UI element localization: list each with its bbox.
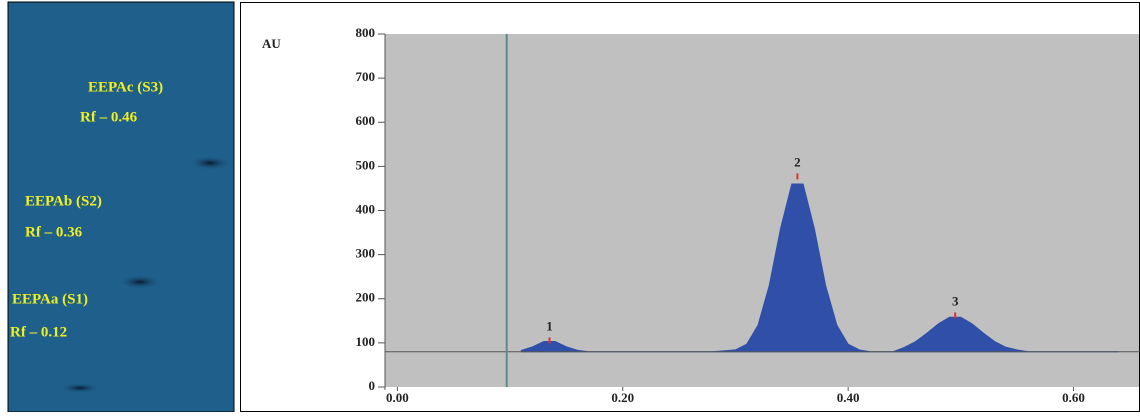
x-tick-label: 0.40 [837, 390, 860, 405]
peak-label: 2 [794, 154, 801, 169]
plate-label: EEPAb (S2) [25, 193, 102, 209]
spot [118, 275, 162, 289]
y-tick-label: 300 [356, 246, 376, 261]
plate-label: EEPAc (S3) [88, 79, 163, 95]
spot [60, 383, 100, 393]
y-tick-label: 600 [356, 113, 376, 128]
figure: EEPAc (S3) Rf – 0.46 EEPAb (S2) Rf – 0.3… [0, 0, 1140, 412]
y-tick-label: 700 [356, 69, 376, 84]
plate-label: EEPAa (S1) [12, 291, 88, 307]
plate-label: Rf – 0.36 [25, 224, 83, 240]
x-tick-label: 0.20 [611, 390, 634, 405]
y-tick-label: 800 [356, 25, 376, 40]
x-tick-label: 0.60 [1062, 390, 1085, 405]
y-tick-label: 100 [356, 334, 376, 349]
peak-label: 3 [952, 293, 959, 308]
y-tick-label: 400 [356, 201, 376, 216]
page: EEPAc (S3) Rf – 0.46 EEPAb (S2) Rf – 0.3… [0, 0, 1140, 412]
spot [188, 156, 232, 170]
y-axis-label: AU [262, 36, 281, 51]
peak-label: 1 [546, 319, 553, 334]
plate-label: Rf – 0.12 [10, 324, 67, 340]
x-tick-label: 0.00 [386, 390, 409, 405]
y-tick-label: 500 [356, 157, 376, 172]
y-tick-label: 200 [356, 290, 376, 305]
y-tick-label: 0 [369, 378, 376, 393]
plate-label: Rf – 0.46 [80, 109, 138, 125]
